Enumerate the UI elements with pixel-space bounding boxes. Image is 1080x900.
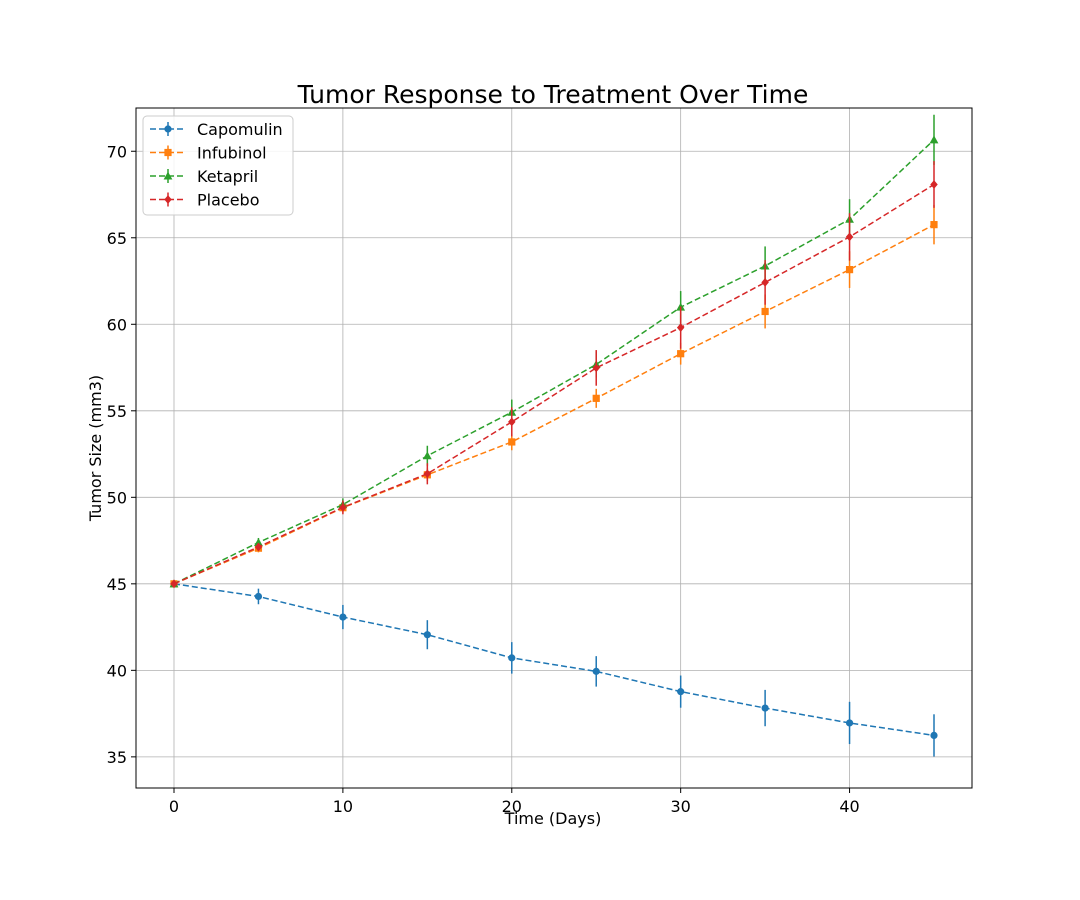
data-point-placebo [508, 417, 516, 427]
series-capomulin [170, 580, 938, 757]
y-tick-label: 60 [107, 315, 127, 334]
x-tick-label: 40 [839, 797, 859, 816]
series-line-ketapril [173, 139, 935, 585]
data-point-ketapril [254, 538, 263, 546]
x-tick-label: 30 [670, 797, 690, 816]
data-point-capomulin [339, 613, 347, 621]
data-point-capomulin [508, 654, 516, 662]
data-point-infubinol [845, 266, 854, 274]
data-point-infubinol [508, 438, 516, 446]
x-tick-label: 10 [333, 797, 353, 816]
legend-label-ketapril: Ketapril [197, 167, 258, 186]
legend-box [142, 115, 294, 216]
data-point-placebo [761, 278, 769, 287]
legend-item-infubinol[interactable]: Infubinol [150, 144, 267, 163]
data-point-placebo [170, 579, 178, 589]
x-tick-label: 0 [169, 797, 179, 816]
data-point-capomulin [930, 731, 938, 739]
legend-marker-capomulin [164, 125, 172, 133]
data-point-infubinol [592, 394, 600, 402]
series-line-capomulin [173, 583, 935, 737]
data-point-placebo [845, 232, 854, 242]
y-tick-label: 40 [107, 661, 127, 680]
data-point-infubinol [761, 307, 769, 316]
data-point-placebo [592, 363, 600, 373]
data-point-ketapril [929, 135, 939, 144]
series-layer [169, 114, 939, 757]
y-tick-label: 55 [107, 402, 127, 421]
legend-item-ketapril[interactable]: Ketapril [150, 167, 258, 186]
y-tick-label: 65 [107, 229, 127, 248]
data-point-placebo [339, 502, 347, 512]
data-point-capomulin [254, 592, 263, 601]
legend-marker-placebo [164, 195, 172, 204]
data-point-capomulin [592, 667, 600, 675]
data-point-infubinol [677, 350, 685, 358]
legend-marker-infubinol [164, 148, 172, 157]
x-axis-label: Time (Days) [504, 809, 602, 828]
axes: 0 10 20 30 40 35 40 45 50 55 60 65 70 [107, 107, 973, 816]
data-point-placebo [423, 469, 432, 479]
y-axis-label: Tumor Size (mm3) [86, 375, 105, 522]
data-point-capomulin [423, 631, 431, 639]
plot-frame [135, 107, 973, 789]
data-point-capomulin [677, 688, 685, 696]
data-point-placebo [254, 542, 263, 552]
data-point-infubinol [930, 221, 938, 229]
legend-label-infubinol: Infubinol [197, 144, 267, 163]
legend-marker-ketapril [163, 171, 173, 180]
data-point-placebo [930, 180, 938, 189]
y-tick-label: 70 [107, 142, 127, 161]
data-point-ketapril [422, 451, 432, 460]
data-point-capomulin [845, 719, 854, 727]
series-line-placebo [173, 183, 935, 585]
legend[interactable]: Capomulin Infubinol Ketapril Placebo [142, 115, 294, 216]
legend-item-capomulin[interactable]: Capomulin [150, 120, 283, 139]
data-point-placebo [676, 323, 685, 332]
legend-item-placebo[interactable]: Placebo [150, 191, 259, 210]
y-tick-label: 45 [107, 575, 127, 594]
series-placebo [170, 161, 938, 589]
legend-label-placebo: Placebo [197, 191, 259, 210]
y-tick-label: 50 [107, 488, 127, 507]
data-point-capomulin [761, 704, 769, 712]
chart-title: Tumor Response to Treatment Over Time [297, 80, 809, 109]
x-tick-label: 20 [502, 797, 522, 816]
legend-label-capomulin: Capomulin [197, 120, 283, 139]
y-tick-label: 35 [107, 748, 127, 767]
